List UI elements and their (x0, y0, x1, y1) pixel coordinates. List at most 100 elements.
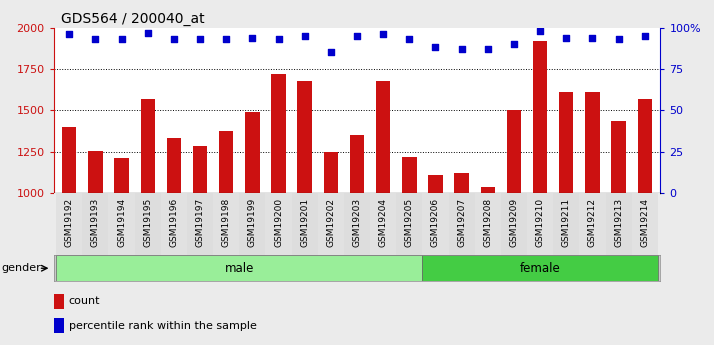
Text: GSM19198: GSM19198 (222, 198, 231, 247)
Text: count: count (69, 296, 100, 306)
Point (221, 37, 232, 42)
Bar (298, 81, 312, 193)
Point (194, 37, 206, 42)
Bar (62, 127, 76, 193)
Text: GSM19207: GSM19207 (457, 198, 466, 247)
Text: GSM19203: GSM19203 (353, 198, 361, 247)
Point (560, 35, 572, 40)
Bar (423, 193, 448, 255)
Bar (239, 193, 266, 255)
Bar (370, 193, 396, 255)
Text: GSM19214: GSM19214 (640, 198, 649, 247)
Bar (266, 193, 291, 255)
Bar (114, 158, 129, 193)
Text: GSM19208: GSM19208 (483, 198, 492, 247)
Point (456, 46, 468, 52)
Text: female: female (520, 262, 560, 275)
Point (246, 35, 258, 40)
Text: GSM19209: GSM19209 (510, 198, 518, 247)
Text: GSM19205: GSM19205 (405, 198, 414, 247)
Bar (481, 187, 495, 193)
Text: GSM19202: GSM19202 (326, 198, 336, 247)
Text: GSM19206: GSM19206 (431, 198, 440, 247)
Text: GSM19200: GSM19200 (274, 198, 283, 247)
Text: GSM19210: GSM19210 (536, 198, 545, 247)
Bar (109, 193, 135, 255)
Text: GSM19192: GSM19192 (65, 198, 74, 247)
Text: GSM19197: GSM19197 (196, 198, 204, 247)
Point (430, 45, 441, 50)
Bar (428, 175, 443, 193)
Bar (475, 193, 501, 255)
Point (299, 33, 311, 39)
Text: percentile rank within the sample: percentile rank within the sample (69, 321, 256, 331)
Text: GSM19204: GSM19204 (378, 198, 388, 247)
Point (613, 37, 624, 42)
Bar (454, 172, 469, 193)
Bar (559, 92, 573, 193)
Point (142, 30, 154, 35)
Text: GSM19211: GSM19211 (562, 198, 570, 247)
Point (116, 37, 127, 42)
Bar (376, 81, 391, 193)
Bar (350, 135, 364, 193)
Bar (579, 193, 605, 255)
Bar (54, 294, 64, 309)
Bar (553, 193, 579, 255)
Point (351, 33, 363, 39)
Bar (527, 193, 553, 255)
Bar (82, 193, 109, 255)
Point (639, 33, 650, 39)
Bar (323, 152, 338, 193)
Text: GSM19196: GSM19196 (169, 198, 178, 247)
Bar (402, 157, 416, 193)
Bar (396, 193, 423, 255)
Point (64, 31, 75, 37)
Bar (271, 74, 286, 193)
Point (90, 37, 101, 42)
Bar (187, 193, 213, 255)
Bar (507, 110, 521, 193)
Text: GSM19195: GSM19195 (144, 198, 152, 247)
Bar (344, 193, 370, 255)
Bar (423, 255, 658, 281)
Bar (318, 193, 344, 255)
Point (378, 31, 389, 37)
Point (169, 37, 180, 42)
Text: GSM19194: GSM19194 (117, 198, 126, 247)
Bar (632, 193, 658, 255)
Bar (161, 193, 187, 255)
Point (482, 46, 493, 52)
Text: male: male (225, 262, 254, 275)
Text: gender: gender (1, 263, 41, 273)
Text: GSM19193: GSM19193 (91, 198, 100, 247)
Point (534, 28, 545, 34)
Bar (135, 193, 161, 255)
Text: GDS564 / 200040_at: GDS564 / 200040_at (61, 12, 204, 26)
Bar (219, 131, 233, 193)
Bar (605, 193, 632, 255)
Bar (533, 41, 548, 193)
Bar (56, 255, 423, 281)
Bar (585, 92, 600, 193)
Bar (501, 193, 527, 255)
Point (273, 37, 284, 42)
Bar (638, 99, 652, 193)
Text: GSM19213: GSM19213 (614, 198, 623, 247)
Point (325, 50, 336, 55)
Bar (56, 193, 82, 255)
Bar (166, 138, 181, 193)
Bar (141, 99, 155, 193)
Bar (448, 193, 475, 255)
Bar (89, 151, 103, 193)
Text: GSM19201: GSM19201 (300, 198, 309, 247)
Point (403, 37, 415, 42)
Bar (193, 146, 207, 193)
Bar (291, 193, 318, 255)
Bar (611, 121, 625, 193)
Bar (245, 112, 260, 193)
Bar (213, 193, 239, 255)
Text: GSM19212: GSM19212 (588, 198, 597, 247)
Point (587, 35, 598, 40)
Point (508, 41, 520, 47)
